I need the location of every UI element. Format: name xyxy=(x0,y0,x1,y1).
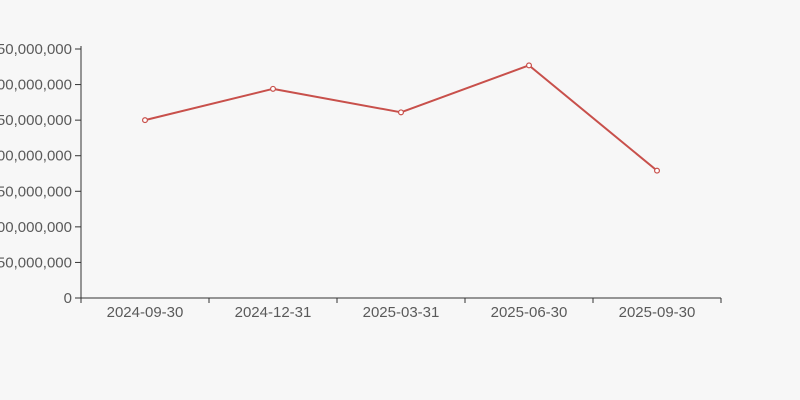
y-axis-tick-label: 300,000,000 xyxy=(0,77,72,94)
data-point-marker xyxy=(525,62,532,69)
y-axis-tick-label: 200,000,000 xyxy=(0,148,72,165)
x-axis-tick-label: 2024-09-30 xyxy=(107,304,184,321)
x-axis-tick-label: 2025-06-30 xyxy=(491,304,568,321)
x-axis-tick-label: 2025-03-31 xyxy=(363,304,440,321)
data-point-marker xyxy=(270,85,277,92)
y-axis-tick-label: 250,000,000 xyxy=(0,112,72,129)
data-point-marker xyxy=(398,109,405,116)
y-axis-tick-label: 350,000,000 xyxy=(0,41,72,58)
x-axis-tick-label: 2025-09-30 xyxy=(619,304,696,321)
y-axis-tick-label: 150,000,000 xyxy=(0,183,72,200)
y-axis-tick-label: 0 xyxy=(64,290,72,307)
y-axis-tick-label: 100,000,000 xyxy=(0,219,72,236)
x-axis-tick-label: 2024-12-31 xyxy=(235,304,312,321)
y-axis-tick-label: 50,000,000 xyxy=(0,254,72,271)
data-point-marker xyxy=(653,167,660,174)
data-point-marker xyxy=(142,117,149,124)
